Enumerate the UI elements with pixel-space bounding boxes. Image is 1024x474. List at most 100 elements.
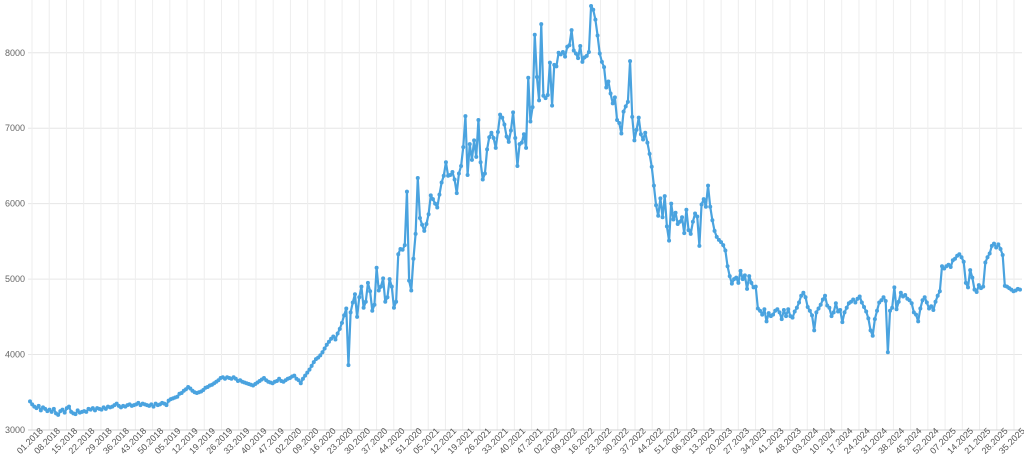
data-point[interactable] <box>424 222 429 227</box>
data-point[interactable] <box>500 115 505 120</box>
data-point[interactable] <box>749 280 754 285</box>
data-point[interactable] <box>727 274 732 279</box>
data-point[interactable] <box>957 252 962 257</box>
data-point[interactable] <box>344 306 349 311</box>
data-point[interactable] <box>84 409 89 414</box>
data-point[interactable] <box>883 299 888 303</box>
data-point[interactable] <box>415 176 420 181</box>
data-point[interactable] <box>506 139 511 144</box>
data-point[interactable] <box>677 219 682 224</box>
data-point[interactable] <box>333 337 338 342</box>
data-point[interactable] <box>779 317 784 322</box>
data-point[interactable] <box>519 140 524 145</box>
data-point[interactable] <box>799 293 804 298</box>
data-point[interactable] <box>641 137 646 142</box>
data-point[interactable] <box>859 300 864 305</box>
data-point[interactable] <box>487 135 492 140</box>
data-point[interactable] <box>994 245 999 250</box>
data-point[interactable] <box>595 33 600 38</box>
data-point[interactable] <box>790 315 795 320</box>
data-point[interactable] <box>307 367 312 372</box>
data-point[interactable] <box>389 284 394 289</box>
data-point[interactable] <box>643 130 648 135</box>
data-point[interactable] <box>36 403 41 408</box>
data-point[interactable] <box>890 305 895 310</box>
data-point[interactable] <box>682 231 687 236</box>
data-point[interactable] <box>526 75 531 80</box>
data-point[interactable] <box>504 134 509 139</box>
data-point[interactable] <box>775 307 780 312</box>
data-point[interactable] <box>151 404 156 409</box>
data-point[interactable] <box>372 302 377 307</box>
data-point[interactable] <box>469 157 474 162</box>
data-point[interactable] <box>296 378 301 383</box>
data-point[interactable] <box>968 268 973 273</box>
data-point[interactable] <box>853 300 858 305</box>
data-point[interactable] <box>348 310 353 315</box>
data-point[interactable] <box>918 306 923 311</box>
data-point[interactable] <box>842 310 847 315</box>
data-point[interactable] <box>450 170 455 174</box>
data-point[interactable] <box>740 277 745 282</box>
data-point[interactable] <box>784 314 789 319</box>
data-point[interactable] <box>498 112 503 117</box>
data-point[interactable] <box>383 299 388 304</box>
data-point[interactable] <box>922 295 927 300</box>
data-point[interactable] <box>474 154 479 159</box>
data-point[interactable] <box>381 276 386 281</box>
data-point[interactable] <box>714 234 719 239</box>
data-point[interactable] <box>924 300 929 305</box>
data-point[interactable] <box>593 17 598 22</box>
data-point[interactable] <box>656 213 661 218</box>
data-point[interactable] <box>537 98 542 103</box>
data-point[interactable] <box>604 85 609 90</box>
data-point[interactable] <box>337 326 342 331</box>
data-point[interactable] <box>948 265 953 270</box>
data-point[interactable] <box>801 290 806 295</box>
data-point[interactable] <box>175 394 180 399</box>
data-point[interactable] <box>404 189 409 194</box>
data-point[interactable] <box>448 173 453 178</box>
data-point[interactable] <box>870 333 875 338</box>
data-point[interactable] <box>996 242 1001 247</box>
data-point[interactable] <box>987 251 992 256</box>
data-point[interactable] <box>833 301 838 306</box>
data-point[interactable] <box>545 93 550 98</box>
data-point[interactable] <box>530 105 535 110</box>
data-point[interactable] <box>719 240 724 245</box>
data-point[interactable] <box>342 313 347 318</box>
data-point[interactable] <box>370 308 375 313</box>
data-point[interactable] <box>697 243 702 248</box>
data-point[interactable] <box>49 409 54 414</box>
data-point[interactable] <box>736 280 741 285</box>
data-point[interactable] <box>615 117 620 122</box>
data-point[interactable] <box>885 350 890 355</box>
data-point[interactable] <box>879 298 884 303</box>
data-point[interactable] <box>693 211 698 216</box>
data-point[interactable] <box>823 293 828 298</box>
data-point[interactable] <box>584 53 589 58</box>
data-point[interactable] <box>725 264 730 269</box>
data-point[interactable] <box>426 212 431 217</box>
data-point[interactable] <box>311 360 316 365</box>
data-point[interactable] <box>300 376 305 381</box>
data-point[interactable] <box>992 241 996 246</box>
data-point[interactable] <box>461 145 466 150</box>
data-point[interactable] <box>680 215 685 220</box>
data-point[interactable] <box>866 316 871 321</box>
data-point[interactable] <box>771 312 776 317</box>
data-point[interactable] <box>569 28 574 33</box>
data-point[interactable] <box>599 59 604 64</box>
data-point[interactable] <box>597 51 602 56</box>
data-point[interactable] <box>872 317 877 322</box>
data-point[interactable] <box>73 412 78 417</box>
data-point[interactable] <box>411 256 416 261</box>
data-point[interactable] <box>567 43 572 48</box>
data-point[interactable] <box>742 273 747 278</box>
data-point[interactable] <box>738 268 743 273</box>
data-point[interactable] <box>60 407 65 412</box>
data-point[interactable] <box>515 163 520 168</box>
data-point[interactable] <box>554 64 559 69</box>
data-point[interactable] <box>916 319 921 324</box>
data-point[interactable] <box>630 114 635 119</box>
